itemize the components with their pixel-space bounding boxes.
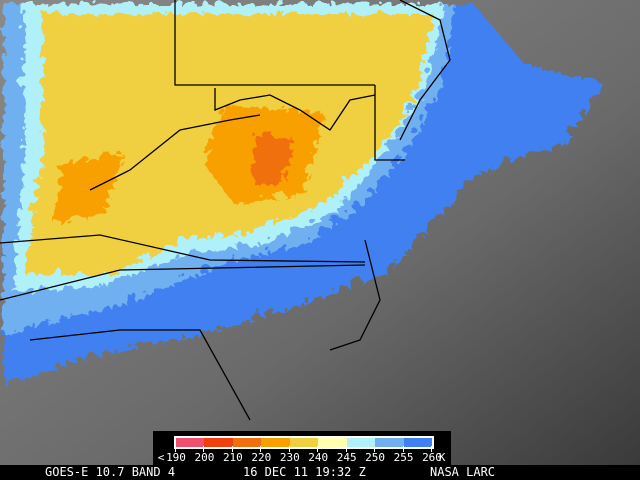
- legend-tick-mark: [374, 446, 376, 452]
- legend-tick-mark: [345, 446, 347, 452]
- color-swatch: [375, 438, 404, 447]
- legend-tick-mark: [431, 446, 432, 452]
- image-datetime: 16 DEC 11 19:32 Z: [243, 465, 366, 479]
- legend-unit: K: [438, 451, 446, 464]
- legend-tick-label: 220: [251, 451, 272, 464]
- color-scale-bar: [174, 436, 434, 449]
- color-swatch: [232, 438, 262, 447]
- satellite-band: GOES-E 10.7 BAND 4: [45, 465, 176, 479]
- infrared-map: [0, 0, 640, 465]
- legend-tick-label: 260: [422, 451, 442, 464]
- color-swatch: [204, 438, 233, 447]
- color-swatch: [176, 438, 205, 447]
- image-caption: GOES-E 10.7 BAND 4 16 DEC 11 19:32 Z NAS…: [0, 465, 640, 480]
- color-swatch: [261, 438, 290, 447]
- legend-tick-label: 255: [393, 451, 414, 464]
- state-borders: [0, 0, 451, 421]
- legend-tick-mark: [203, 446, 205, 452]
- cloud-top-shading: [0, 0, 600, 380]
- legend-tick-mark: [402, 446, 404, 452]
- legend-tick-mark: [317, 446, 319, 452]
- legend-tick-label: 230: [279, 451, 300, 464]
- legend-tick-label: 210: [222, 451, 243, 464]
- legend-tick-mark: [175, 446, 176, 452]
- legend-tick-mark: [231, 446, 233, 452]
- image-source: NASA LARC: [430, 465, 496, 479]
- legend-prefix: <: [157, 451, 165, 464]
- legend-tick-label: 250: [365, 451, 386, 464]
- color-swatch: [289, 438, 319, 447]
- legend-tick-mark: [260, 446, 262, 452]
- color-swatch: [403, 438, 432, 447]
- legend-tick-label: 245: [336, 451, 357, 464]
- legend-tick-label: 200: [194, 451, 215, 464]
- legend-tick-mark: [288, 446, 290, 452]
- color-scale-legend: < K 190 200 210 220 230 240 245 250 255 260: [153, 431, 451, 465]
- color-swatch: [318, 438, 347, 447]
- color-swatch: [346, 438, 376, 447]
- legend-tick-label: 240: [308, 451, 329, 464]
- legend-tick-label: 190: [166, 451, 186, 464]
